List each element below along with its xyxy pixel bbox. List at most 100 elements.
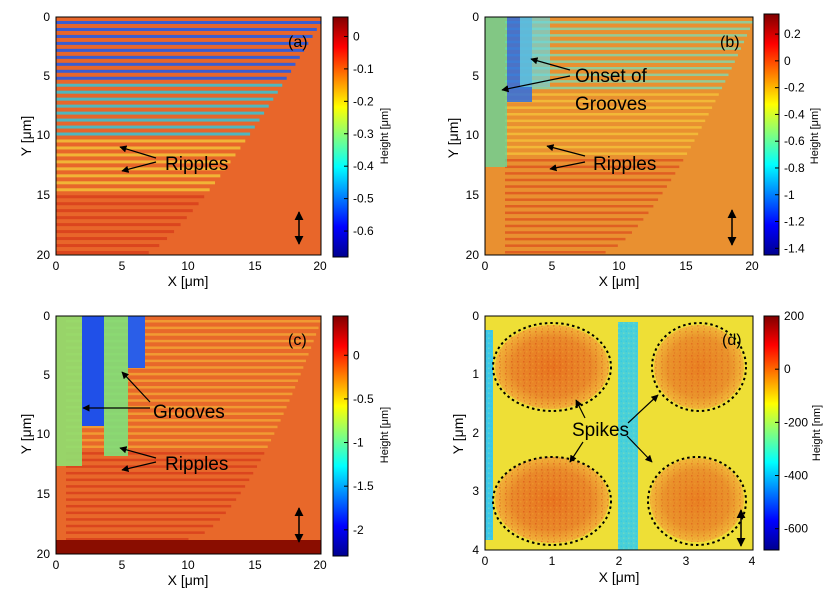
colorbar-ticks-d: 200 0 -200 -400 -600 (775, 309, 808, 536)
ripple-stripe (66, 405, 287, 409)
colorbar-tick-label: -200 (784, 415, 808, 429)
colorbar-label-d: Height [nm] (811, 405, 823, 461)
ripple-stripe (66, 478, 250, 482)
ripple-stripe (66, 359, 306, 363)
annotation-onset-b: Onset of (575, 66, 648, 87)
panel-label-b: (b) (720, 34, 740, 51)
y-tick-label: 3 (472, 484, 479, 498)
colorbar-tick-label: -0.1 (353, 62, 374, 76)
y-tick-label: 10 (466, 128, 480, 142)
ripple-stripe (66, 445, 268, 449)
annotation-arrow (121, 161, 157, 173)
y-ticks-b: 0 5 10 15 20 (466, 10, 480, 262)
colorbar-tick-label: -1.4 (784, 241, 805, 255)
x-axis-label-b: X [μm] (599, 273, 640, 289)
x-tick-label: 20 (745, 259, 759, 273)
x-tick-label: 3 (683, 554, 690, 568)
ripple-stripe (56, 237, 168, 241)
ripple-stripe (66, 465, 258, 468)
x-tick-label: 10 (612, 259, 626, 273)
y-tick-label: 10 (37, 128, 51, 142)
ripple-stripe (56, 41, 309, 45)
colorbar-tick-label: -0.5 (353, 392, 374, 406)
x-tick-label: 15 (679, 259, 693, 273)
y-tick-label: 20 (37, 248, 51, 262)
y-tick-label: 15 (37, 188, 51, 202)
ripple-stripe (505, 231, 633, 234)
ripple-stripe (56, 90, 278, 94)
ripple-stripe (505, 185, 667, 188)
y-tick-label: 20 (466, 248, 480, 262)
ripple-stripe (56, 104, 269, 108)
ripple-stripe (56, 160, 231, 164)
annotation-ripples-a: Ripples (165, 154, 228, 175)
annotation-arrow (569, 441, 584, 463)
ripple-stripe (56, 34, 313, 38)
ripple-stripe (56, 146, 241, 150)
ripple-stripe (56, 27, 317, 31)
ripple-stripe (56, 216, 187, 220)
ripple-stripe (505, 152, 688, 155)
ripple-stripe (505, 119, 706, 123)
ripple-stripe (56, 111, 265, 115)
ripple-stripe (66, 538, 189, 541)
colorbar-tick-label: -0.4 (353, 159, 374, 173)
ripple-stripe (56, 174, 221, 178)
colorbar-b (763, 13, 780, 256)
ripple-stripe (66, 339, 314, 343)
colorbar-label-b: Height [μm] (809, 108, 821, 164)
colorbar-tick-label: -0.5 (353, 192, 374, 206)
ripple-stripe (505, 191, 663, 195)
x-tick-label: 0 (53, 558, 60, 572)
ripple-stripe (505, 53, 738, 57)
ripple-stripe (56, 62, 296, 66)
colorbar-tick-label: -0.6 (784, 134, 805, 148)
ripple-stripe (505, 211, 649, 215)
spike-region-outline (492, 456, 612, 546)
ripple-stripe (505, 159, 684, 162)
annotation-ripples-c: Ripples (165, 454, 228, 475)
ripple-stripe (66, 485, 246, 488)
ripple-stripe (505, 132, 699, 136)
ripple-stripe (505, 67, 732, 70)
ripple-stripe (66, 531, 205, 534)
panel-c: (c) 0 5 10 15 20 0 5 10 15 20 X [μm] Y [… (18, 309, 391, 588)
ripple-stripe (56, 83, 283, 87)
heatmap-image-b (485, 17, 753, 255)
y-axis-label-a: Y [μm] (18, 116, 34, 156)
x-tick-label: 0 (482, 554, 489, 568)
colorbar-tick-label: 0 (353, 348, 360, 362)
ripple-stripe (505, 172, 676, 175)
ripple-stripe (505, 178, 672, 182)
x-tick-label: 5 (119, 259, 126, 273)
annotation-arrow (575, 399, 586, 419)
ripple-stripe (505, 27, 751, 31)
ripple-stripe (66, 412, 284, 415)
colorbar-d (763, 315, 780, 551)
ripple-stripe (56, 244, 160, 248)
ripple-stripe (505, 93, 719, 96)
ripple-stripe (56, 48, 305, 52)
ripple-stripe (505, 205, 654, 208)
ripple-stripe (66, 326, 319, 330)
annotation-grooves-b: Grooves (575, 94, 647, 115)
annotation-arrow (121, 461, 157, 473)
annotation-ripples-b: Ripples (593, 154, 656, 175)
ripple-stripe (56, 181, 216, 185)
ripple-stripe (56, 21, 321, 24)
x-tick-label: 20 (313, 259, 327, 273)
x-tick-label: 10 (181, 558, 195, 572)
ripple-stripe (505, 113, 709, 116)
ripple-stripe (56, 167, 226, 171)
panel-label-c: (c) (288, 332, 307, 349)
x-tick-label: 5 (549, 259, 556, 273)
ripple-stripe (505, 86, 723, 90)
x-tick-label: 0 (53, 259, 60, 273)
ripple-stripe (56, 188, 210, 192)
x-tick-label: 15 (248, 259, 262, 273)
colorbar-tick-label: -1 (353, 436, 364, 450)
colorbar-tick-label: 0 (784, 54, 791, 68)
ripple-stripe (66, 346, 312, 349)
y-ticks-c: 0 5 10 15 20 (37, 309, 51, 561)
panel-label-d: (d) (722, 332, 742, 349)
